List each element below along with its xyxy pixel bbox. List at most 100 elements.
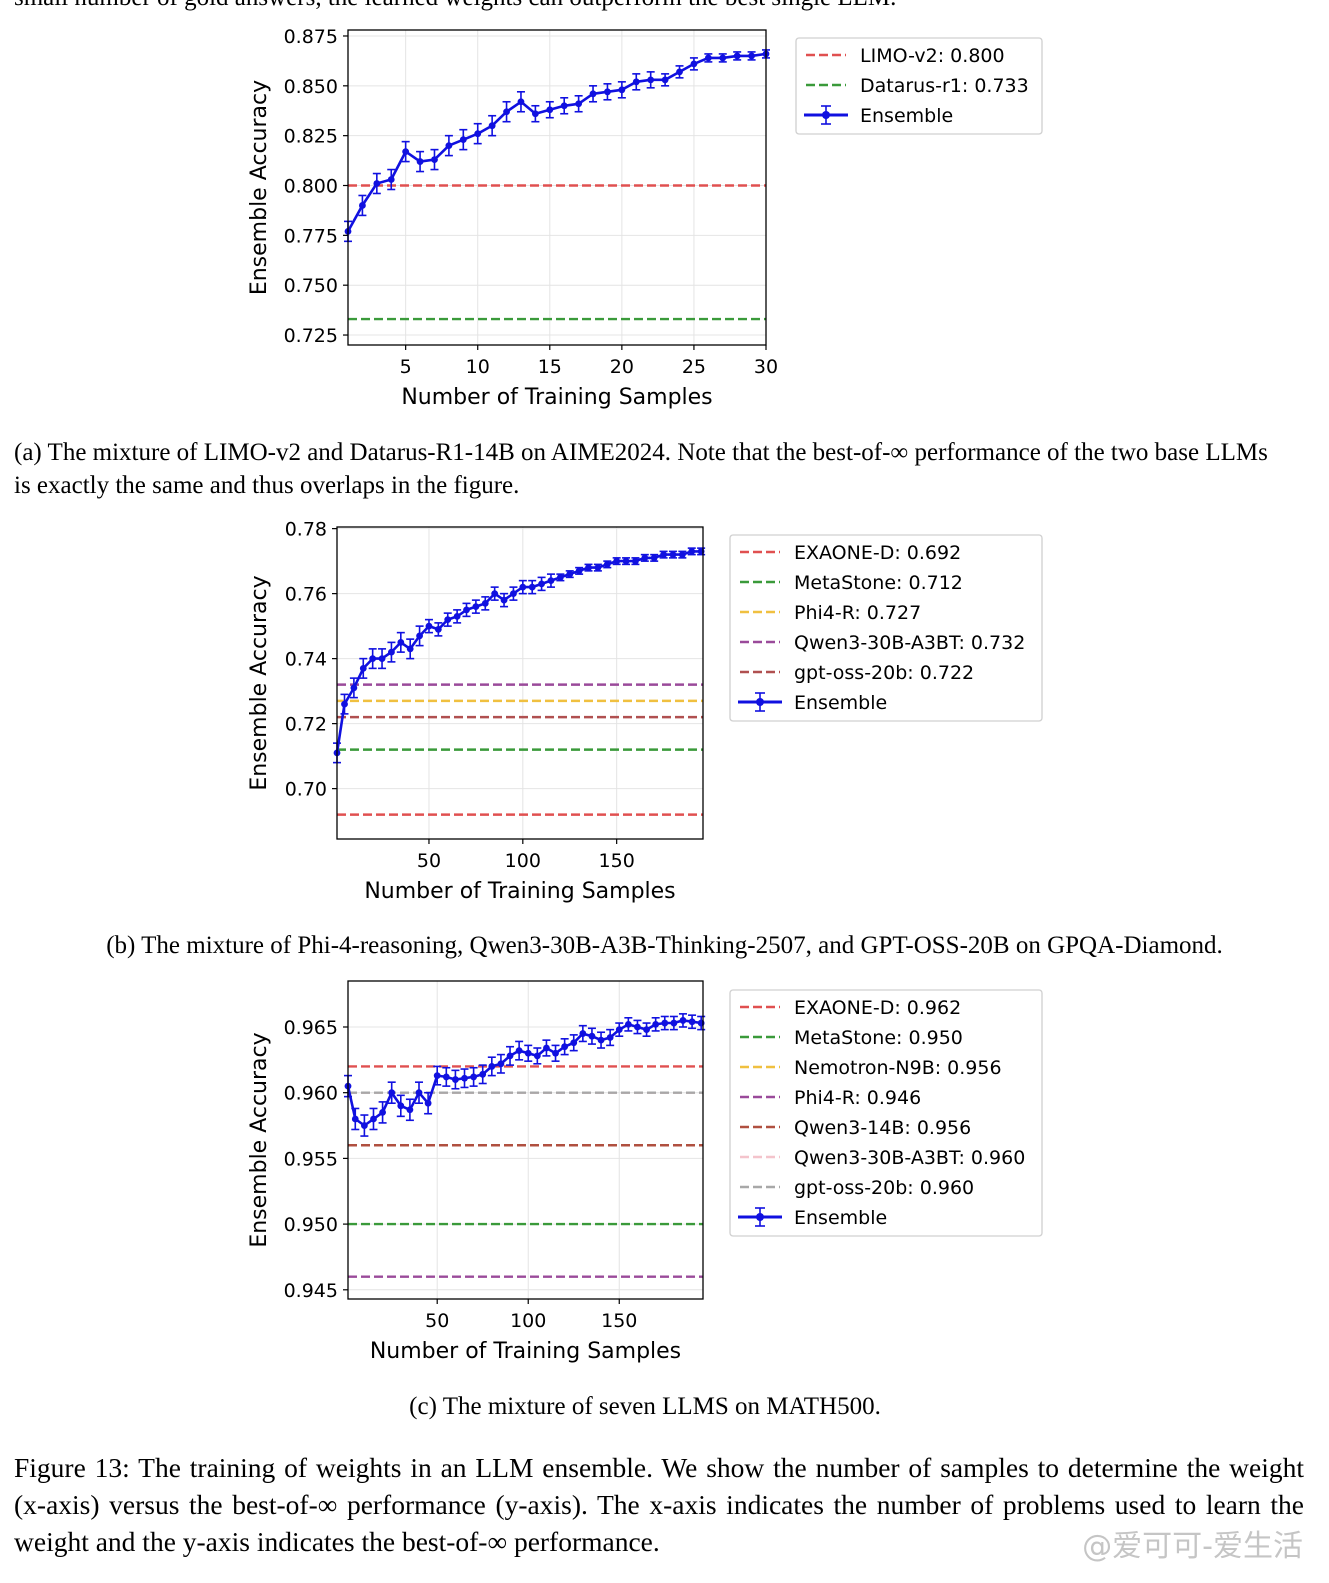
legend-box [729,534,1043,722]
ensemble-point [688,547,696,555]
ensemble-point [613,557,621,565]
legend-label-ensemble: Ensemble [794,692,887,714]
ensemble-point [481,599,489,607]
ensemble-point [546,106,554,114]
ensemble-point [488,122,496,130]
x-tick-label: 50 [425,1310,449,1332]
ensemble-point [503,108,510,116]
ensemble-point [459,136,467,144]
chart-b: 50 100 150 0.70 0.72 0.74 0.76 0.78 Number of Tr… [247,519,1043,904]
ensemble-point [606,1034,614,1041]
ensemble-point [442,1073,450,1081]
ensemble-point [652,1020,660,1028]
y-tick-label: 0.850 [284,76,338,98]
legend-label: EXAONE-D: 0.962 [794,997,961,1019]
ensemble-point [370,1115,377,1123]
ensemble-point [373,180,381,187]
plot-frame [336,526,704,840]
legend-label: Qwen3-30B-A3BT: 0.960 [794,1147,1025,1169]
x-axis-label: Number of Training Samples [370,1339,681,1364]
ensemble-point [406,1106,414,1114]
ensemble-point [647,76,655,84]
ensemble-point [488,1063,496,1070]
ensemble-point [560,102,568,110]
ensemble-point [506,1052,514,1060]
y-tick-label: 0.955 [284,1148,338,1170]
ensemble-point [388,1089,396,1097]
x-tick-label: 30 [754,356,778,378]
ensemble-point [524,1049,532,1057]
y-tick-label: 0.945 [284,1280,338,1302]
ensemble-point [597,1036,605,1044]
ensemble-point [624,1020,632,1028]
ensemble-point [491,590,499,598]
ensemble-point [690,60,698,68]
y-tick-label: 0.825 [284,126,338,148]
ensemble-point [575,100,583,108]
legend-box [729,989,1043,1237]
y-tick-label: 0.950 [284,1214,338,1236]
ensemble-point [497,1060,505,1068]
ensemble-point [748,52,755,60]
y-axis-label: Ensemble Accuracy [247,1032,272,1247]
x-tick-label: 150 [601,1310,637,1332]
legend-label: gpt-oss-20b: 0.722 [794,662,974,684]
legend-label: Phi4-R: 0.946 [794,1087,921,1109]
legend-label: MetaStone: 0.712 [794,572,963,594]
ensemble-point [556,573,564,581]
ensemble-point [359,202,366,209]
ensemble-point [463,606,470,614]
ensemble-point [444,616,452,624]
ensemble-point [733,52,741,60]
subcaption-a: (a) The mixture of LIMO-v2 and Datarus-R… [14,439,1268,499]
ensemble-point [397,638,405,646]
ensemble-point [543,1044,550,1052]
y-tick-label: 0.965 [284,1017,338,1039]
y-axis-label: Ensemble Accuracy [247,575,272,790]
ensemble-point [515,1047,523,1055]
ensemble-point [479,1070,487,1078]
ensemble-point [547,577,555,585]
ensemble-point [704,54,712,62]
ensemble-point [528,583,536,591]
ensemble-point [594,564,602,572]
ensemble-point [406,645,414,653]
figure-caption: Figure 13: The training of weights in an… [14,1452,1304,1557]
x-tick-label: 15 [538,356,562,378]
ensemble-point [566,570,574,578]
ensemble-point [538,580,545,588]
ensemble-point [510,590,517,598]
ensemble-point [579,1030,587,1037]
ensemble-point [661,76,669,84]
ensemble-point [453,612,461,620]
ensemble-point [588,1032,596,1040]
ensemble-point [474,130,482,138]
ensemble-point [688,1018,696,1026]
legend-label: Phi4-R: 0.727 [794,602,921,624]
y-tick-label: 0.725 [284,325,338,347]
ensemble-point [416,632,423,640]
legend-label: Nemotron-N9B: 0.956 [794,1057,1002,1079]
y-tick-label: 0.775 [284,225,338,247]
y-tick-label: 0.750 [284,275,338,297]
ensemble-point [351,1115,359,1123]
legend-label-ensemble: Ensemble [860,105,953,127]
ensemble-point [415,1089,423,1097]
legend-swatch-point [756,1213,764,1221]
ensemble-point [533,1052,541,1060]
ensemble-point [369,655,377,663]
ensemble-point [387,176,395,183]
ensemble-point [500,596,508,604]
ensemble-point [615,1026,623,1034]
ensemble-point [472,603,480,611]
x-tick-label: 25 [682,356,706,378]
ensemble-point [604,88,611,96]
ensemble-point [402,148,410,156]
ensemble-point [416,158,424,165]
plot-frame [347,29,767,346]
legend-label: MetaStone: 0.950 [794,1027,963,1049]
y-tick-label: 0.76 [285,584,327,606]
ensemble-point [517,98,525,106]
ensemble-point [552,1049,559,1057]
legend-label: Datarus-r1: 0.733 [860,75,1029,97]
